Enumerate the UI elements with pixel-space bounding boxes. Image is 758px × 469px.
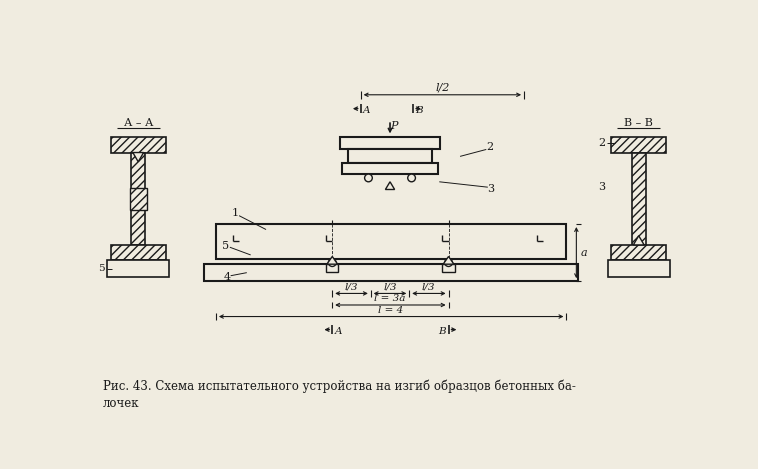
- Bar: [343, 163, 438, 174]
- Text: 3: 3: [598, 182, 606, 192]
- Text: a: a: [581, 248, 587, 257]
- Bar: [111, 137, 166, 152]
- Text: В – В: В – В: [625, 118, 653, 128]
- Text: 5: 5: [222, 241, 230, 251]
- Polygon shape: [443, 257, 454, 264]
- Text: P: P: [390, 121, 398, 131]
- Bar: [608, 260, 669, 277]
- Bar: [443, 264, 455, 272]
- Text: 4: 4: [224, 272, 231, 281]
- Text: l/3: l/3: [421, 283, 435, 292]
- Bar: [611, 137, 666, 152]
- Circle shape: [408, 174, 415, 182]
- Text: l = 3a: l = 3a: [374, 295, 406, 303]
- Polygon shape: [634, 236, 644, 245]
- Text: 2: 2: [598, 138, 606, 148]
- Polygon shape: [133, 152, 143, 162]
- Bar: [348, 150, 432, 163]
- Text: 5: 5: [98, 265, 105, 273]
- Text: A: A: [363, 106, 371, 115]
- Bar: [611, 245, 666, 260]
- Bar: [326, 264, 338, 272]
- Circle shape: [445, 259, 453, 266]
- Text: l/3: l/3: [384, 283, 396, 292]
- Bar: [205, 264, 578, 281]
- Bar: [216, 224, 566, 259]
- Bar: [340, 137, 440, 150]
- Text: B: B: [439, 327, 446, 336]
- Text: 1: 1: [232, 208, 239, 218]
- Bar: [130, 188, 147, 210]
- Bar: [632, 152, 646, 245]
- Text: Рис. 43. Схема испытательного устройства на изгиб образцов бетонных ба-
лочек: Рис. 43. Схема испытательного устройства…: [103, 380, 575, 410]
- Text: 2: 2: [486, 142, 493, 152]
- Text: 3: 3: [487, 184, 494, 194]
- Text: l = 4: l = 4: [378, 306, 403, 315]
- Text: B: B: [415, 106, 423, 115]
- Bar: [111, 245, 166, 260]
- Polygon shape: [327, 257, 337, 264]
- Text: l/3: l/3: [345, 283, 359, 292]
- Text: l/2: l/2: [435, 82, 449, 92]
- Circle shape: [328, 259, 336, 266]
- Polygon shape: [385, 182, 395, 189]
- Text: А – А: А – А: [124, 118, 153, 128]
- Bar: [108, 260, 169, 277]
- Circle shape: [365, 174, 372, 182]
- Bar: [131, 152, 145, 245]
- Text: A: A: [335, 327, 342, 336]
